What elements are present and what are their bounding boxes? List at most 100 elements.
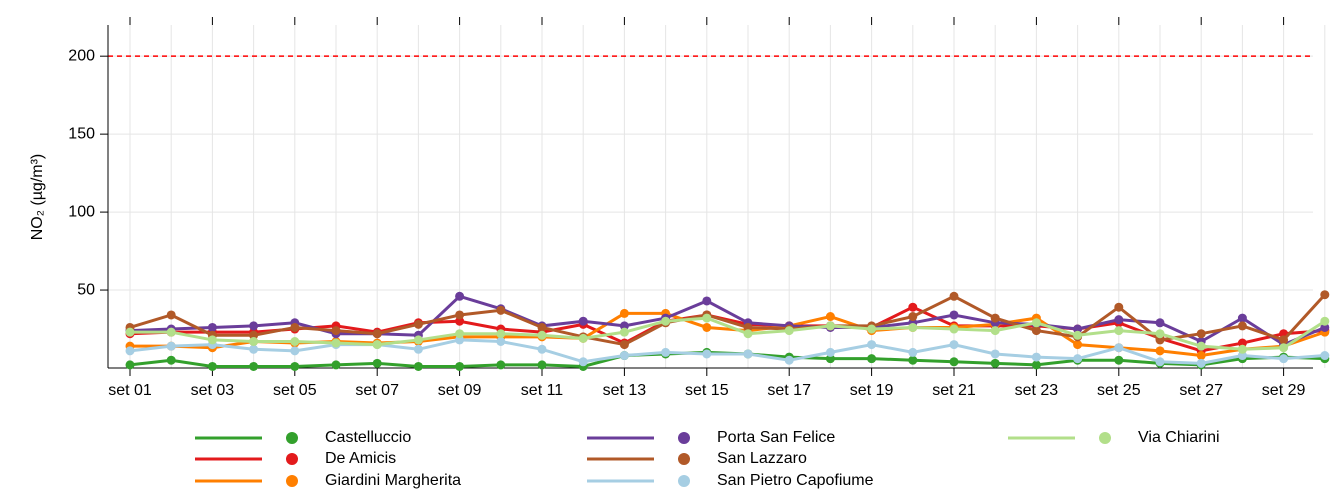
series-line [129,338,1325,365]
data-point [537,360,547,370]
x-tick-label: set 23 [1015,382,1059,399]
data-point [331,326,341,336]
data-point [537,330,547,340]
data-point [702,296,712,306]
data-point [537,344,547,354]
data-point [743,349,753,359]
data-point [249,344,259,354]
legend-label: Giardini Margherita [325,472,461,489]
x-tick-label: set 21 [932,382,976,399]
x-tick-label: set 29 [1262,382,1306,399]
data-point [1320,290,1330,300]
data-point [249,321,259,331]
data-point [949,291,959,301]
data-point [290,322,300,332]
data-point [372,358,382,368]
data-point [372,340,382,350]
data-point [743,322,753,332]
data-point [825,321,835,331]
data-point [1073,340,1083,350]
data-point [166,310,176,320]
data-point [1073,330,1083,340]
data-point [990,313,1000,323]
x-tick-label: set 09 [438,382,482,399]
data-point [578,357,588,367]
data-point [990,349,1000,359]
series-line [130,316,1326,351]
data-point [413,361,423,371]
data-point [372,329,382,339]
data-point [867,354,877,364]
data-point [578,333,588,343]
data-point [207,322,217,332]
y-axis-label: NO₂ (µg/m³) [29,154,46,241]
data-point [290,346,300,356]
data-point [1073,324,1083,334]
data-point [413,344,423,354]
legend-marker [286,453,298,465]
data-point [949,310,959,320]
data-point [207,361,217,371]
data-point [1155,318,1165,328]
data-point [784,355,794,365]
data-point [1031,326,1041,336]
data-point [1237,344,1247,354]
data-point [1196,341,1206,351]
data-point [125,327,135,337]
data-point [578,316,588,326]
data-point [496,329,506,339]
data-point [661,316,671,326]
x-tick-label: set 05 [273,382,317,399]
data-point [249,330,259,340]
data-point [1155,357,1165,367]
legend-marker [678,453,690,465]
data-point [166,327,176,337]
data-point [166,341,176,351]
data-point [1237,351,1247,361]
data-point [908,312,918,322]
data-point [455,329,465,339]
data-point [455,316,465,326]
data-point [619,308,629,318]
data-point [1320,322,1330,332]
x-tick-label: set 19 [850,382,894,399]
data-point [1320,351,1330,361]
data-point [1114,315,1124,325]
y-tick-label: 200 [68,47,95,64]
data-point [1279,354,1289,364]
legend-label: Via Chiarini [1138,429,1220,446]
legend-label: San Pietro Capofiume [717,472,874,489]
data-point [496,336,506,346]
data-point [825,354,835,364]
legend-marker [1099,432,1111,444]
data-point [331,360,341,370]
data-point [1279,343,1289,353]
data-point [249,336,259,346]
legend-label: Castelluccio [325,429,411,446]
data-point [949,324,959,334]
data-point [619,340,629,350]
data-point [537,322,547,332]
y-tick-label: 100 [68,203,95,220]
data-point [1114,302,1124,312]
data-point [1031,360,1041,370]
x-tick-label: set 15 [685,382,729,399]
data-point [1114,355,1124,365]
data-point [1196,358,1206,368]
data-point [784,326,794,336]
data-point [1237,313,1247,323]
data-point [455,361,465,371]
data-point [1114,343,1124,353]
data-point [125,360,135,370]
data-point [1196,351,1206,361]
data-point [1114,326,1124,336]
data-point [1155,335,1165,345]
data-point [1237,321,1247,331]
x-tick-label: set 13 [603,382,647,399]
legend-label: De Amicis [325,450,396,467]
data-point [1279,335,1289,345]
data-point [331,338,341,348]
data-point [1196,329,1206,339]
data-point [290,336,300,346]
